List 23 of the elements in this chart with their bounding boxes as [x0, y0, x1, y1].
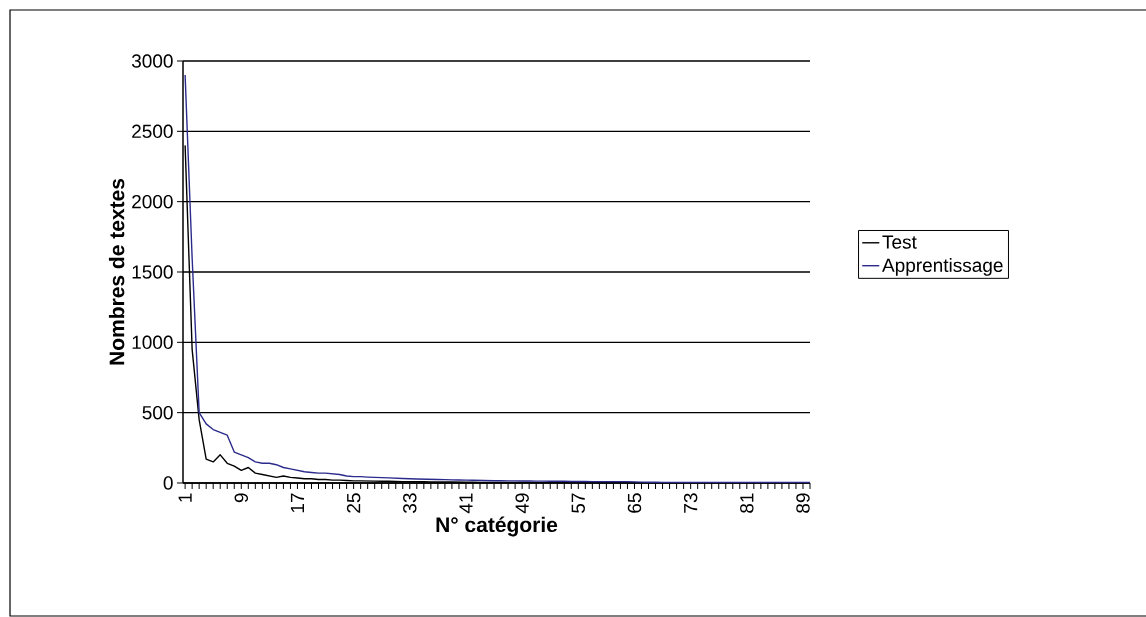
- x-tick-label: 49: [515, 493, 529, 514]
- y-tick-label: 1500: [132, 265, 173, 279]
- x-tick-label: 89: [796, 493, 810, 513]
- x-tick-label: 25: [346, 493, 361, 513]
- y-tick-label: 1000: [132, 335, 173, 350]
- x-tick-label: 1: [178, 493, 192, 502]
- x-tick-label: 17: [290, 493, 304, 513]
- x-tick-label: 81: [740, 493, 754, 513]
- y-tick-label: 500: [142, 405, 173, 420]
- legend-label: Apprentissage: [882, 258, 1003, 276]
- x-tick-label: 33: [403, 493, 417, 513]
- x-tick-label: 65: [627, 493, 642, 513]
- x-tick-label: 41: [459, 493, 473, 514]
- y-tick-label: 2500: [132, 124, 173, 139]
- y-tick-label: 2000: [132, 194, 173, 209]
- x-tick-label: 57: [571, 493, 585, 513]
- y-tick-label: 0: [163, 476, 173, 490]
- x-tick-label: 73: [683, 493, 698, 513]
- legend-label: Test: [882, 235, 917, 249]
- y-tick-label: 3000: [131, 54, 173, 68]
- x-axis-title: N° catégorie: [436, 516, 558, 537]
- y-axis-title: Nombres de textes: [108, 178, 125, 365]
- x-tick-label: 9: [234, 493, 249, 503]
